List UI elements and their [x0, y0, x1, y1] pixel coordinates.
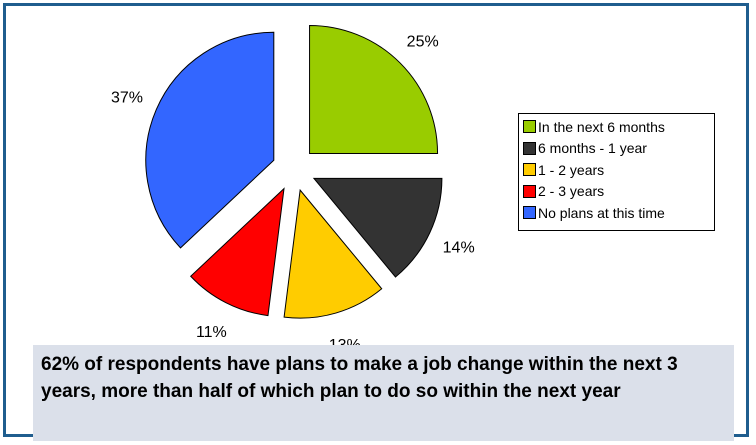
legend-item: No plans at this time	[523, 202, 714, 224]
legend-swatch	[523, 184, 536, 198]
pie-chart: 25%14%13%11%37%	[111, 24, 475, 354]
legend-label: 1 - 2 years	[538, 161, 605, 178]
legend-item: 6 months - 1 year	[523, 138, 714, 160]
legend-swatch	[523, 141, 536, 155]
legend-label: 6 months - 1 year	[538, 140, 647, 157]
legend-label: No plans at this time	[538, 204, 665, 221]
slice-value-label: 37%	[111, 90, 143, 107]
pie-slice	[309, 24, 439, 154]
caption-text: 62% of respondents have plans to make a …	[33, 345, 734, 441]
pie-slice	[189, 187, 285, 317]
pie-slice	[145, 31, 275, 249]
legend-swatch	[523, 163, 536, 177]
slice-value-label: 11%	[196, 324, 227, 341]
chart-legend: In the next 6 months 6 months - 1 year 1…	[518, 113, 715, 231]
legend-item: In the next 6 months	[523, 116, 714, 138]
legend-item: 1 - 2 years	[523, 159, 714, 181]
legend-label: In the next 6 months	[538, 118, 665, 135]
slice-value-label: 14%	[443, 239, 475, 256]
chart-frame: 25%14%13%11%37% In the next 6 months 6 m…	[3, 3, 749, 441]
slice-value-label: 25%	[407, 33, 439, 50]
pie-slice	[283, 188, 383, 319]
legend-label: 2 - 3 years	[538, 183, 605, 200]
legend-swatch	[523, 206, 536, 220]
pie-slice	[312, 177, 443, 278]
legend-swatch	[523, 120, 536, 134]
legend-item: 2 - 3 years	[523, 181, 714, 203]
